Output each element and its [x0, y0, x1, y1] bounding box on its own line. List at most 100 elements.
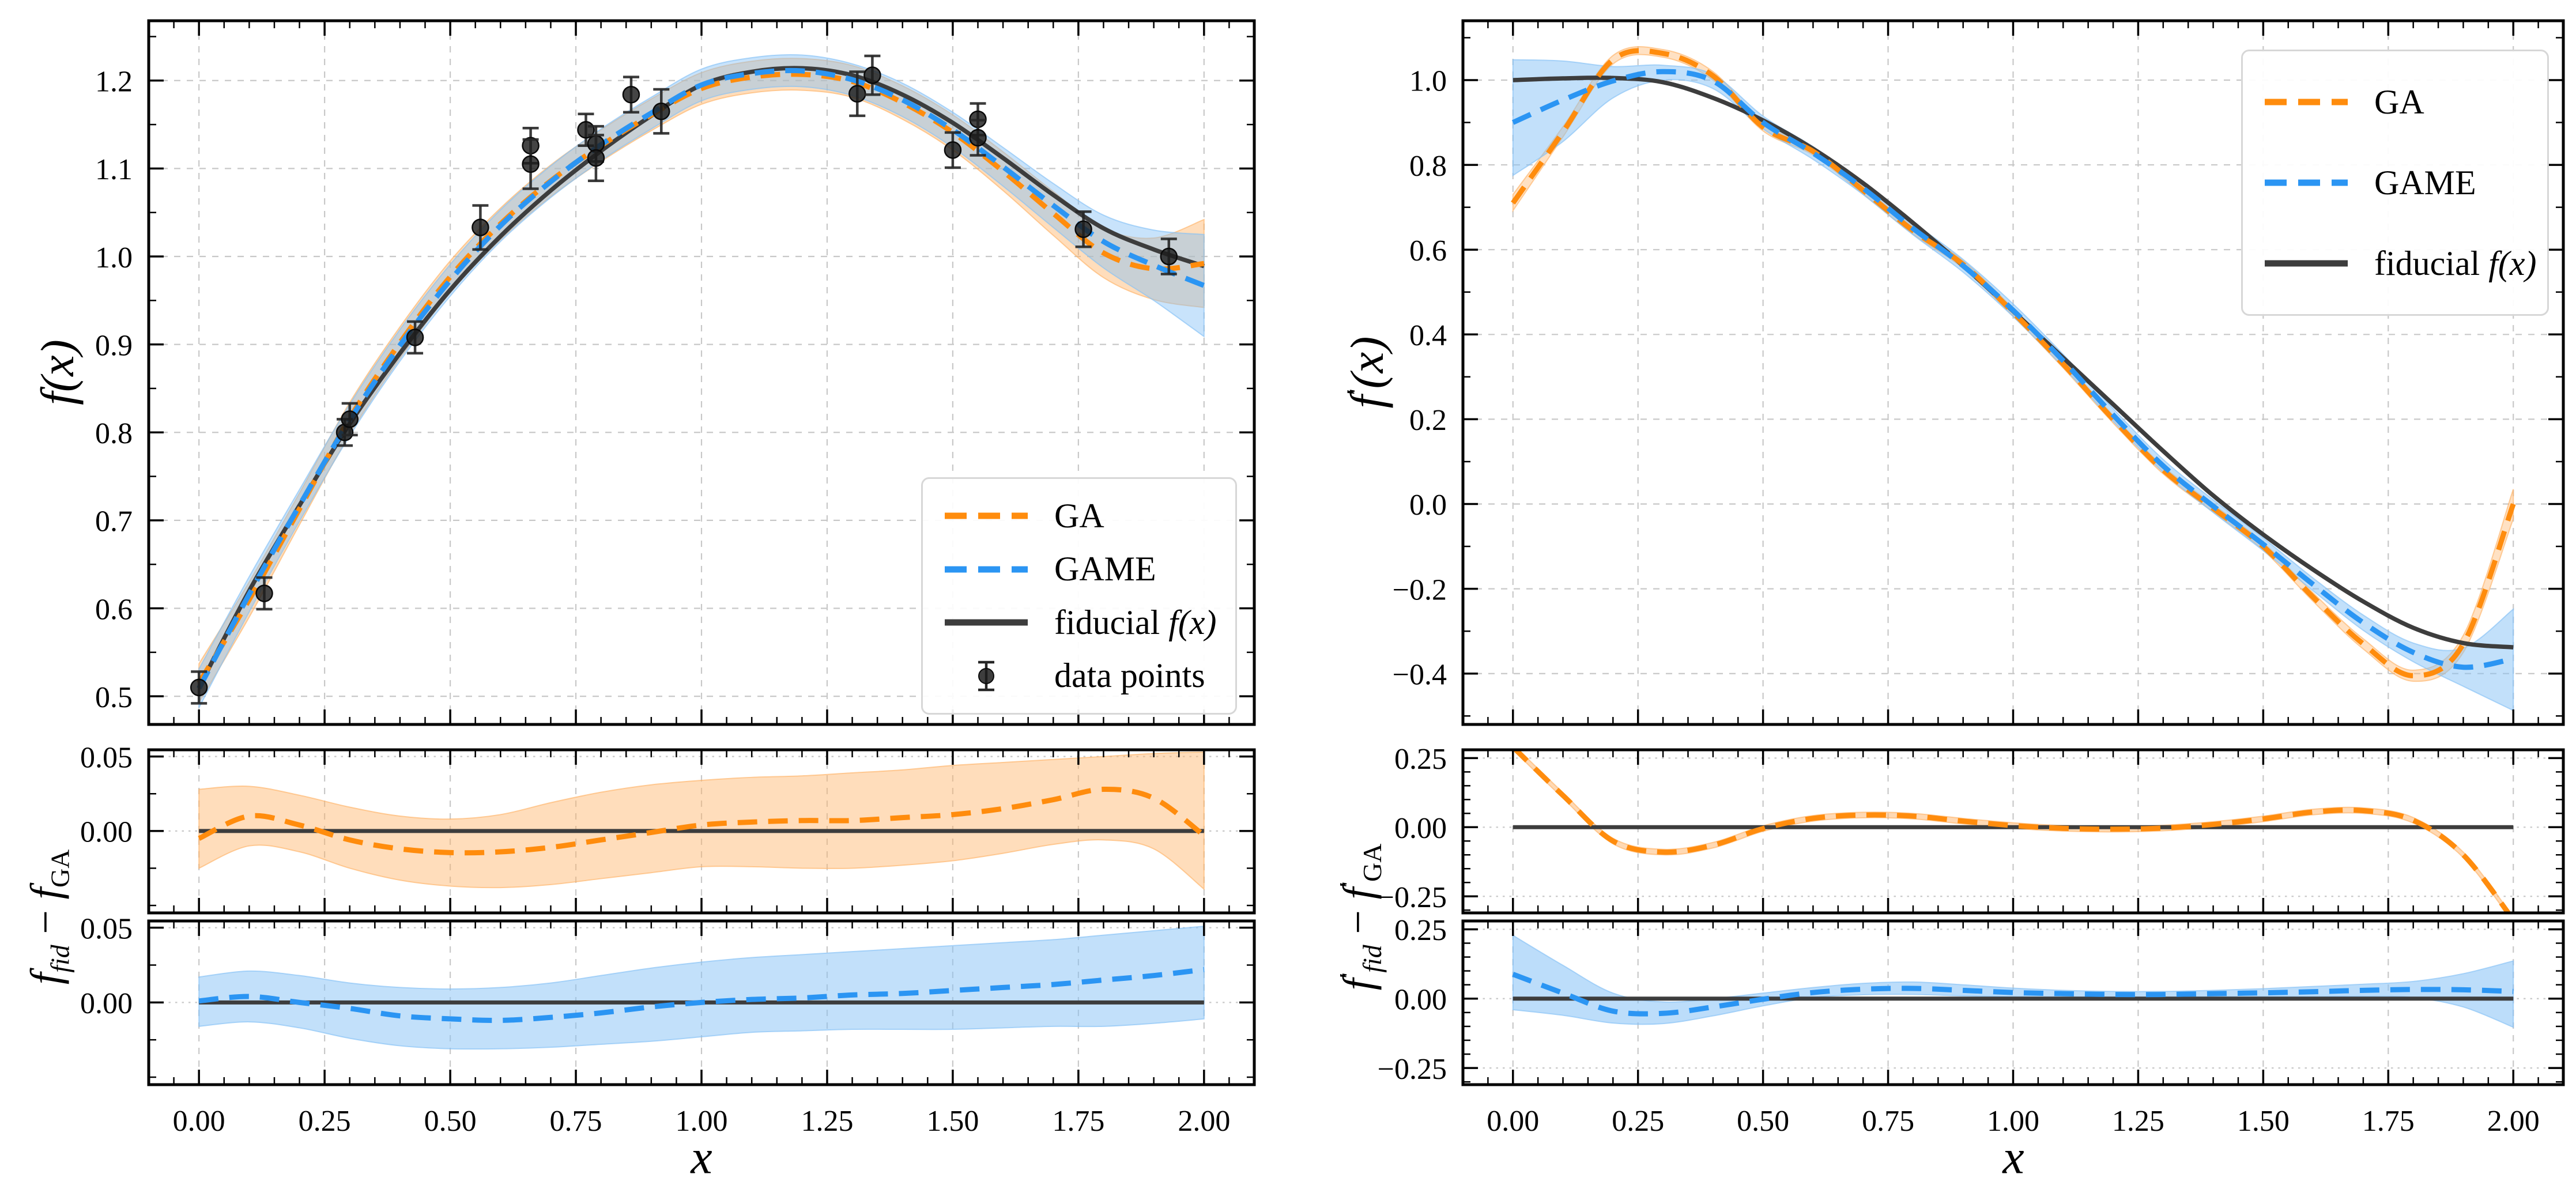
left-resid-game-tick-labels: 0.00 0.05 0.00 0.25 0.50 0.75 1.00 1.25 1.50 1.75…: [80, 912, 1230, 1138]
y-tick-label: 0.25: [1394, 914, 1447, 947]
left-resid-ga-ticks: [148, 750, 1255, 913]
x-tick-label: 0.00: [173, 1105, 225, 1138]
x-tick-label: 0.75: [1862, 1105, 1914, 1138]
legend-label: GA: [1054, 496, 1104, 535]
x-tick-label: 1.00: [676, 1105, 728, 1138]
left-resid-game-game-resid-line: [198, 967, 1205, 1024]
x-tick-label: 1.75: [2362, 1105, 2415, 1138]
legend-label: fiducial f(x): [2374, 244, 2537, 282]
legend-label: fiducial f(x): [1054, 603, 1217, 641]
errorbar-marker-icon: [942, 660, 1030, 692]
right-main-ga-line: [1511, 48, 2516, 678]
y-tick-label: 0.5: [95, 681, 133, 714]
game-line-swatch-icon: [942, 553, 1030, 586]
ga-line-swatch-icon: [942, 500, 1030, 532]
ga-line-swatch-icon: [2262, 86, 2350, 118]
left-main-data-points: [190, 54, 1178, 705]
right-resid-game-game-resid-line: [1512, 972, 2514, 1017]
y-tick-label: 0.00: [80, 816, 133, 849]
right-resid-game-data: [1512, 934, 2514, 1028]
x-tick-label: 1.75: [1052, 1105, 1104, 1138]
y-tick-label: 0.0: [1409, 489, 1447, 522]
legend-right: GA GAME fiducial f(x): [2241, 50, 2549, 316]
left-main-ticks: [148, 21, 1255, 724]
fiducial-line-swatch-icon: [942, 606, 1030, 639]
x-tick-label: 1.25: [2112, 1105, 2164, 1138]
panel-left-residual-ga: 0.00 0.05: [80, 741, 1256, 915]
right-resid-ga-ticks: [1462, 750, 2564, 913]
right-resid-ga-ga-resid-line: [1512, 750, 2511, 913]
x-tick-label: 0.25: [1612, 1105, 1664, 1138]
y-tick-label: 0.00: [1394, 812, 1447, 845]
legend-label: GAME: [1054, 550, 1156, 588]
right-resid-ga-grid: [1463, 750, 2563, 913]
right-resid-ga-data: [1512, 750, 2514, 913]
x-tick-label: 1.25: [801, 1105, 853, 1138]
y-tick-label: 0.7: [95, 505, 133, 538]
right-resid-game-game-resid-band: [1512, 934, 2514, 1028]
y-axis-label-left-main: f(x): [31, 339, 84, 405]
y-tick-label: 0.8: [95, 417, 133, 450]
panel-left-residual-game: 0.00 0.05 0.00 0.25 0.50 0.75 1.00 1.25 1.50 1.75…: [80, 912, 1256, 1138]
y-tick-label: 0.05: [80, 741, 133, 774]
legend-label: data points: [1054, 656, 1205, 695]
left-resid-ga-tick-labels: 0.00 0.05: [80, 741, 133, 848]
legend-item-game: GAME: [942, 549, 1216, 589]
x-tick-label: 1.50: [2237, 1105, 2290, 1138]
x-tick-label: 2.00: [1178, 1105, 1230, 1138]
left-main-game-band: [198, 54, 1205, 708]
legend-label: GA: [2374, 82, 2424, 121]
legend-item-fiducial: fiducial f(x): [942, 603, 1217, 643]
legend-label: GAME: [2374, 163, 2476, 202]
y-axis-label-left-residuals: ffid − fGA: [22, 849, 75, 985]
right-resid-game-ticks: [1462, 921, 2564, 1085]
right-resid-ga-ga-resid-band: [1512, 750, 2511, 913]
right-main-tick-labels: −0.4 −0.2 0.0 0.2 0.4 0.6 0.8 1.0: [1393, 65, 1447, 692]
y-tick-label: 0.25: [1394, 743, 1447, 776]
x-tick-label: 0.75: [550, 1105, 602, 1138]
y-tick-label: 0.4: [1409, 319, 1447, 352]
y-tick-label: 0.00: [1394, 983, 1447, 1016]
y-tick-label: 0.9: [95, 329, 133, 362]
y-tick-label: −0.2: [1393, 573, 1447, 606]
y-tick-label: 0.2: [1409, 404, 1447, 437]
x-tick-label: 1.00: [1987, 1105, 2039, 1138]
y-tick-label: 0.05: [80, 912, 133, 945]
right-resid-ga-tick-labels: −0.25 0.00 0.25: [1378, 743, 1447, 914]
legend-item-game: GAME: [2262, 163, 2528, 203]
left-main-tick-labels: 0.5 0.6 0.7 0.8 0.9 1.0 1.1 1.2: [95, 66, 133, 714]
right-main-ticks: [1462, 21, 2564, 724]
left-resid-ga-data: [198, 751, 1206, 890]
legend-item-ga: GA: [2262, 82, 2528, 122]
y-axis-label-right-main: f′(x): [1340, 336, 1394, 409]
right-main-game-line: [1511, 69, 2514, 670]
x-tick-label: 0.25: [299, 1105, 351, 1138]
y-tick-label: 0.8: [1409, 150, 1447, 183]
y-tick-label: 1.1: [95, 153, 133, 186]
fiducial-line-swatch-icon: [2262, 247, 2350, 280]
left-resid-game-ticks: [148, 921, 1255, 1085]
y-tick-label: −0.25: [1378, 881, 1447, 914]
y-tick-label: 0.6: [95, 593, 133, 626]
y-tick-label: 1.0: [1409, 65, 1447, 98]
panel-right-residual-game: −0.25 0.00 0.25 0.00 0.25 0.50 0.75 1.00 1.25 1.5…: [1378, 914, 2565, 1138]
left-main-data: [190, 54, 1205, 708]
left-resid-game-game-resid-band: [198, 925, 1205, 1050]
x-tick-label: 2.00: [2487, 1105, 2540, 1138]
x-tick-label: 0.00: [1487, 1105, 1539, 1138]
x-axis-label-right: x: [2002, 1130, 2024, 1184]
game-line-swatch-icon: [2262, 167, 2350, 199]
x-tick-label: 0.50: [424, 1105, 477, 1138]
x-tick-label: 0.50: [1737, 1105, 1789, 1138]
legend-item-data-points: data points: [942, 656, 1216, 696]
y-tick-label: −0.4: [1393, 658, 1447, 691]
legend-left: GA GAME fiducial f(x) data points: [921, 477, 1237, 715]
y-tick-label: 1.2: [95, 66, 133, 99]
y-tick-label: 0.6: [1409, 235, 1447, 267]
legend-item-ga: GA: [942, 496, 1216, 536]
y-axis-label-right-residuals: f′fid − f′GA: [1333, 843, 1387, 991]
left-resid-game-data: [198, 925, 1205, 1050]
y-tick-label: −0.25: [1378, 1053, 1447, 1086]
y-tick-label: 0.00: [80, 987, 133, 1020]
